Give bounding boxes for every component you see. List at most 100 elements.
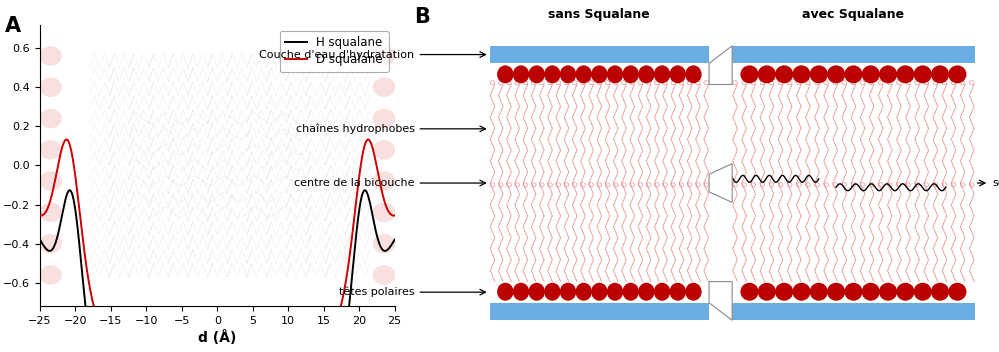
Bar [490,46,709,63]
Line: D squalane: D squalane [40,139,395,352]
Ellipse shape [528,65,544,83]
Ellipse shape [622,65,639,83]
Ellipse shape [948,65,966,83]
H squalane [34,238,46,242]
Ellipse shape [685,65,701,83]
Bar [732,303,975,320]
Ellipse shape [622,283,639,301]
X-axis label: d (Å): d (Å) [198,330,237,345]
Ellipse shape [669,283,686,301]
D squalane [379,199,391,203]
Ellipse shape [373,77,396,97]
Ellipse shape [373,46,396,66]
Ellipse shape [862,283,880,301]
D squalane [34,213,46,218]
Text: sans Squalane: sans Squalane [548,8,650,21]
Text: têtes polaires: têtes polaires [339,287,486,297]
Ellipse shape [740,283,758,301]
Ellipse shape [914,65,932,83]
Legend: H squalane, D squalane: H squalane, D squalane [280,31,389,72]
Ellipse shape [544,65,560,83]
D squalane [60,137,72,142]
D squalane [389,213,401,218]
Ellipse shape [559,65,576,83]
Ellipse shape [575,283,592,301]
Ellipse shape [757,283,776,301]
Ellipse shape [606,283,623,301]
Ellipse shape [39,265,62,285]
Text: A: A [4,16,21,36]
Ellipse shape [591,65,607,83]
Ellipse shape [606,65,623,83]
Ellipse shape [638,283,654,301]
Ellipse shape [879,283,897,301]
Ellipse shape [775,65,793,83]
Ellipse shape [498,283,513,301]
Line: H squalane: H squalane [40,190,395,352]
Ellipse shape [39,46,62,66]
Ellipse shape [775,283,793,301]
Text: centre de la bicouche: centre de la bicouche [294,178,486,188]
Ellipse shape [740,65,758,83]
Ellipse shape [809,65,828,83]
Ellipse shape [844,65,862,83]
Ellipse shape [685,283,701,301]
Ellipse shape [39,171,62,191]
Ellipse shape [792,283,810,301]
Polygon shape [709,282,732,320]
Ellipse shape [931,283,949,301]
Ellipse shape [931,65,949,83]
D squalane [52,163,64,168]
H squalane [379,249,391,253]
Ellipse shape [373,171,396,191]
Ellipse shape [39,109,62,128]
Ellipse shape [757,65,776,83]
Ellipse shape [39,203,62,222]
Ellipse shape [512,65,529,83]
Ellipse shape [39,234,62,253]
D squalane [379,200,391,204]
Ellipse shape [559,283,576,301]
Polygon shape [709,164,732,202]
H squalane [52,232,64,236]
H squalane [379,249,391,253]
Ellipse shape [575,65,592,83]
Ellipse shape [373,203,396,222]
Ellipse shape [653,283,670,301]
Bar [490,303,709,320]
Ellipse shape [638,65,654,83]
Ellipse shape [39,77,62,97]
Bar [732,46,975,63]
Ellipse shape [512,283,529,301]
Text: avec Squalane: avec Squalane [802,8,904,21]
Ellipse shape [39,140,62,159]
Ellipse shape [809,283,828,301]
Ellipse shape [373,234,396,253]
Ellipse shape [373,265,396,285]
Polygon shape [709,46,732,84]
Ellipse shape [844,283,862,301]
Text: squalane: squalane [977,178,999,188]
Text: chaînes hydrophobes: chaînes hydrophobes [296,124,486,134]
Ellipse shape [792,65,810,83]
Ellipse shape [544,283,560,301]
Ellipse shape [914,283,932,301]
Ellipse shape [827,283,845,301]
Ellipse shape [827,65,845,83]
Ellipse shape [498,65,513,83]
Text: Couche d'eau d'hydratation: Couche d'eau d'hydratation [260,50,486,59]
Ellipse shape [948,283,966,301]
H squalane [389,238,401,242]
Ellipse shape [896,283,914,301]
Ellipse shape [896,65,914,83]
Text: B: B [415,7,431,27]
Ellipse shape [373,140,396,159]
Ellipse shape [879,65,897,83]
H squalane [64,188,76,193]
Ellipse shape [862,65,880,83]
Ellipse shape [528,283,544,301]
Ellipse shape [653,65,670,83]
Ellipse shape [669,65,686,83]
Ellipse shape [373,109,396,128]
Ellipse shape [591,283,607,301]
